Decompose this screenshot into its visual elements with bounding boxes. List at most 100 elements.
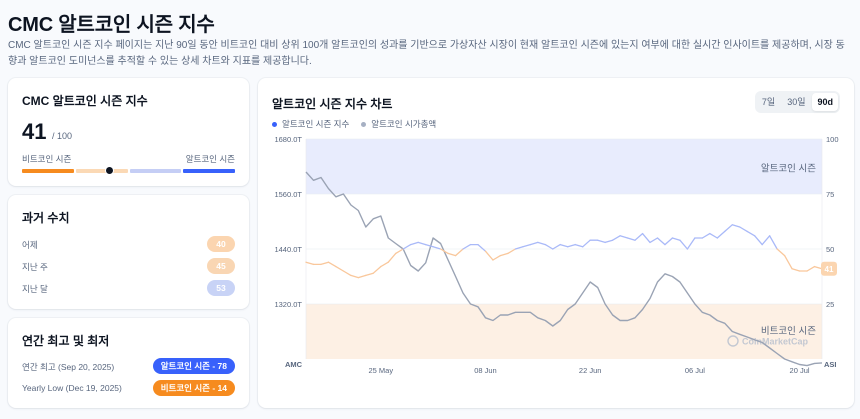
- series-line-segment-altcoin-season-index: [402, 243, 412, 250]
- legend-item-marketcap[interactable]: 알트코인 시가총액: [361, 118, 436, 130]
- index-card-title: CMC 알트코인 시즌 지수: [22, 94, 148, 108]
- legend-item-index[interactable]: 알트코인 시즌 지수: [272, 118, 349, 130]
- history-row-last-week: 지난 주 45: [22, 258, 235, 274]
- series-line-segment-altcoin-season-index: [439, 248, 449, 255]
- right-axis-tick-label: 100: [826, 135, 839, 144]
- series-line-segment-altcoin-season-index: [537, 241, 546, 246]
- history-value-badge: 53: [207, 280, 235, 296]
- series-line-segment-altcoin-season-index: [365, 272, 374, 277]
- series-line-segment-altcoin-season-index: [477, 243, 487, 252]
- yearly-high-badge: 알트코인 시즌 - 78: [152, 358, 235, 374]
- series-line-segment-altcoin-season-index: [567, 243, 576, 248]
- series-line-segment-altcoin-season-index: [387, 252, 397, 263]
- altcoin-season-zone-label: 알트코인 시즌: [761, 164, 816, 175]
- series-line-segment-altcoin-season-index: [552, 243, 561, 250]
- bitcoin-season-zone: [306, 304, 822, 359]
- altcoin-season-zone: [306, 139, 822, 194]
- series-line-segment-altcoin-season-index: [611, 235, 621, 241]
- series-line-segment-altcoin-season-index: [813, 265, 823, 270]
- yearly-title: 연간 최고 및 최저: [22, 334, 110, 348]
- series-line-segment-altcoin-season-index: [724, 224, 733, 233]
- history-row-last-month: 지난 달 53: [22, 280, 235, 296]
- scale-segment: [75, 169, 128, 173]
- yearly-card: 연간 최고 및 최저 연간 최고 (Sep 20, 2025) 알트코인 시즌 …: [8, 318, 249, 408]
- chart-title: 알트코인 시즌 지수 차트: [272, 97, 393, 111]
- history-card: 과거 수치 어제 40 지난 주 45 지난 달 53: [8, 195, 249, 309]
- range-90d-button[interactable]: 90d: [812, 93, 838, 111]
- range-30d-button[interactable]: 30일: [787, 97, 806, 107]
- series-line-segment-altcoin-season-index: [559, 243, 569, 248]
- series-line-segment-altcoin-season-index: [529, 241, 539, 246]
- history-value-badge: 40: [207, 236, 235, 252]
- right-axis-unit: ASI: [824, 360, 837, 369]
- history-value-badge: 45: [207, 258, 235, 274]
- series-line-segment-altcoin-season-index: [484, 250, 494, 261]
- x-axis-tick-label: 06 Jul: [685, 366, 705, 375]
- page-title: CMC 알트코인 시즌 지수: [8, 14, 215, 36]
- history-title: 과거 수치: [22, 211, 70, 225]
- yearly-low-label: Yearly Low (Dec 19, 2025): [22, 383, 122, 393]
- series-line-segment-altcoin-season-index: [395, 248, 404, 255]
- series-line-segment-altcoin-season-index: [716, 230, 726, 239]
- series-line-segment-altcoin-season-index: [679, 239, 689, 250]
- history-row-yesterday: 어제 40: [22, 236, 235, 252]
- series-line-segment-altcoin-season-index: [522, 243, 531, 248]
- range-7d-button[interactable]: 7일: [761, 97, 776, 107]
- series-line-segment-altcoin-season-index: [372, 265, 382, 274]
- x-axis-tick-label: 22 Jun: [579, 366, 602, 375]
- x-axis-tick-label: 25 May: [368, 366, 393, 375]
- series-line-segment-altcoin-season-index: [806, 265, 816, 272]
- series-line-segment-altcoin-season-index: [342, 270, 352, 277]
- series-line-altcoin-market-cap: [305, 171, 823, 367]
- series-line-segment-altcoin-season-index: [462, 243, 472, 250]
- series-line-segment-altcoin-season-index: [454, 248, 464, 257]
- history-label: 지난 달: [22, 284, 48, 294]
- yearly-high-label: 연간 최고 (Sep 20, 2025): [22, 362, 115, 372]
- right-axis-tick-label: 50: [826, 245, 834, 254]
- series-line-segment-altcoin-season-index: [731, 224, 741, 228]
- series-line-segment-altcoin-season-index: [410, 241, 419, 246]
- chart-legend: 알트코인 시즌 지수 알트코인 시가총액: [272, 118, 436, 130]
- series-line-segment-altcoin-season-index: [492, 254, 502, 261]
- x-axis-tick-label: 08 Jun: [474, 366, 497, 375]
- series-line-segment-altcoin-season-index: [357, 274, 367, 279]
- index-max: / 100: [52, 131, 73, 141]
- series-line-segment-altcoin-season-index: [574, 243, 584, 248]
- series-line-segment-altcoin-season-index: [597, 239, 606, 244]
- series-line-segment-altcoin-season-index: [320, 261, 330, 266]
- series-line-segment-altcoin-season-index: [499, 252, 509, 257]
- right-axis-tick-label: 75: [826, 190, 834, 199]
- series-line-segment-altcoin-season-index: [754, 235, 763, 246]
- series-line-segment-altcoin-season-index: [776, 248, 786, 257]
- series-line-segment-altcoin-season-index: [701, 232, 711, 239]
- series-line-segment-altcoin-season-index: [769, 235, 778, 250]
- series-line-segment-altcoin-season-index: [634, 232, 644, 241]
- watermark: CoinMarketCap: [742, 337, 809, 347]
- scale-segment: [183, 169, 235, 173]
- series-line-segment-altcoin-season-index: [709, 232, 718, 239]
- series-line-segment-altcoin-season-index: [380, 261, 389, 268]
- series-line-segment-altcoin-season-index: [514, 246, 524, 250]
- index-card: CMC 알트코인 시즌 지수 41 / 100 비트코인 시즌 알트코인 시즌: [8, 78, 249, 186]
- scale-segment: [129, 169, 182, 173]
- series-line-segment-altcoin-season-index: [544, 243, 554, 250]
- series-line-segment-altcoin-season-index: [783, 254, 793, 270]
- right-axis-tick-label: 25: [826, 300, 834, 309]
- current-value-badge-bg: [821, 261, 837, 276]
- series-line-segment-altcoin-season-index: [432, 246, 442, 250]
- series-line-segment-altcoin-season-index: [791, 268, 801, 272]
- history-label: 어제: [22, 240, 38, 250]
- bitcoin-season-label: 비트코인 시즌: [22, 154, 72, 164]
- series-line-segment-altcoin-season-index: [761, 235, 771, 246]
- series-line-segment-altcoin-season-index: [649, 237, 659, 244]
- series-line-segment-altcoin-season-index: [417, 241, 427, 246]
- x-axis-tick-label: 20 Jul: [790, 366, 810, 375]
- bitcoin-season-zone-label: 비트코인 시즌: [761, 326, 816, 337]
- scale-indicator: [104, 166, 114, 175]
- legend-label: 알트코인 시즌 지수: [282, 119, 350, 129]
- series-line-segment-altcoin-season-index: [686, 237, 696, 250]
- altcoin-season-label: 알트코인 시즌: [185, 154, 235, 164]
- page-description: CMC 알트코인 시즌 지수 페이지는 지난 90일 동안 비트코인 대비 상위…: [8, 40, 845, 67]
- yearly-low-badge: 비트코인 시즌 - 14: [152, 380, 235, 396]
